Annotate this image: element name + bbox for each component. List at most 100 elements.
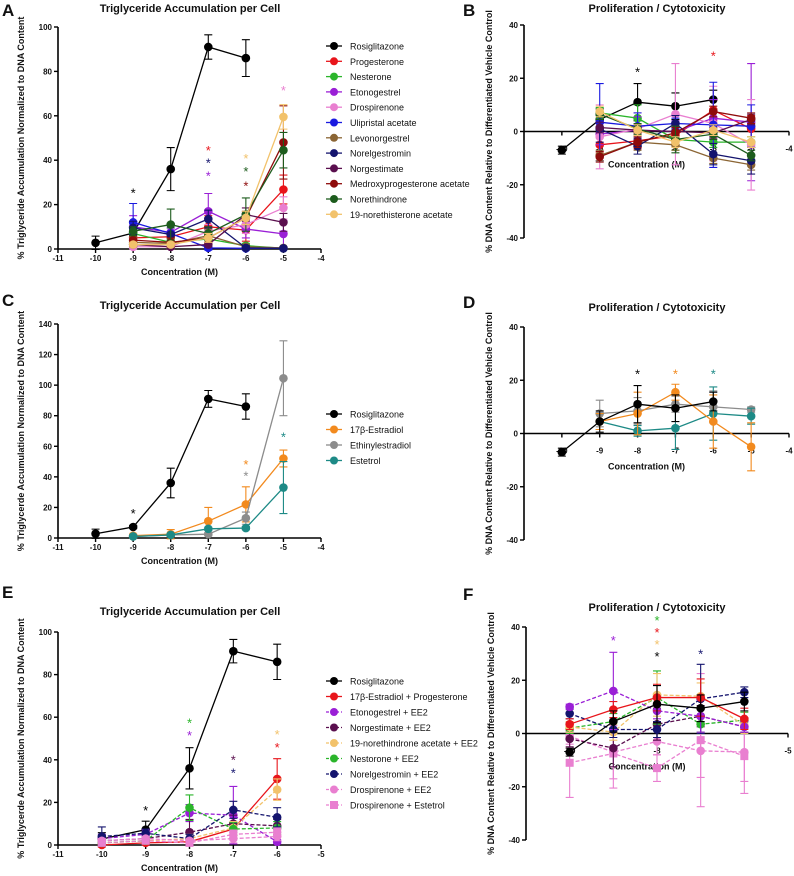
series-line: [101, 823, 278, 842]
legend-label: Drospirenone + EE2: [350, 785, 431, 795]
panel-letter: C: [2, 291, 14, 310]
data-point: [166, 530, 176, 540]
legend-item: 19-norethisterone acetate: [326, 210, 453, 220]
x-tick-label: -5: [280, 254, 288, 263]
significance-asterisk: *: [231, 753, 236, 768]
panel-letter: E: [2, 583, 13, 602]
significance-asterisk: *: [281, 430, 286, 445]
legend-item: Norelgestromin: [326, 149, 411, 159]
panel-b: B Proliferation / Cytotoxicity -40 -20 0 20 40…: [463, 1, 793, 253]
legend-item: Rosiglitazone: [326, 677, 404, 687]
y-tick-label: -40: [506, 234, 518, 243]
legend-marker: [330, 441, 338, 449]
x-tick-label: -4: [785, 145, 793, 154]
data-point: [241, 500, 251, 509]
data-point: [241, 402, 251, 411]
data-point: [652, 699, 662, 709]
y-tick-label: 20: [43, 503, 52, 512]
x-axis-label: Concentration (M): [609, 762, 686, 772]
data-point: [746, 151, 756, 160]
y-tick-label: 60: [43, 713, 52, 722]
chart-title: Proliferation / Cytotoxicity: [589, 302, 727, 314]
significance-asterisk: *: [243, 469, 248, 484]
significance-asterisk: *: [243, 164, 248, 179]
legend-label: Estetrol: [350, 456, 381, 466]
data-point: [708, 149, 718, 159]
y-tick-label: 40: [43, 156, 52, 165]
y-tick-label: -40: [506, 536, 518, 545]
y-tick-label: -40: [508, 836, 520, 845]
legend-item: 17β-Estradiol + Progesterone: [326, 692, 468, 702]
data-point: [746, 442, 756, 452]
legend-marker: [330, 133, 338, 142]
data-point: [273, 828, 282, 837]
y-tick-label: 40: [509, 323, 518, 332]
significance-asterisk: *: [611, 633, 616, 648]
x-tick-label: -9: [596, 447, 604, 456]
y-tick-label: 0: [48, 841, 53, 850]
legend-label: Ulipristal acetate: [350, 118, 417, 128]
legend-item: Medroxyprogesterone acetate: [326, 179, 470, 189]
legend-marker: [330, 754, 338, 763]
legend-label: Rosiglitazone: [350, 42, 404, 52]
data-point: [229, 646, 238, 656]
significance-asterisk: *: [281, 83, 286, 98]
significance-asterisk: *: [231, 766, 236, 781]
legend-item: Nesterone: [326, 72, 392, 82]
data-point: [671, 109, 680, 119]
x-axis-label: Concentration (M): [608, 462, 685, 472]
legend-item: 17β-Estradiol: [326, 425, 403, 435]
legend-marker: [330, 723, 338, 732]
panel-d: D Proliferation / Cytotoxicity -40 -20 0 20 40…: [463, 293, 793, 555]
series-line: [95, 398, 246, 535]
data-point: [633, 399, 642, 409]
significance-asterisk: *: [243, 457, 248, 472]
legend-label: Norelgestromin: [350, 149, 411, 159]
y-tick-label: -20: [506, 483, 518, 492]
data-point: [279, 145, 288, 155]
legend-marker: [330, 103, 338, 112]
data-point: [609, 717, 618, 726]
x-tick-label: -11: [52, 543, 64, 552]
chart-title: Triglyceride Accumulation per Cell: [100, 3, 281, 15]
legend-item: Norgestimate + EE2: [326, 723, 431, 733]
legend-item: Norelgestromin + EE2: [326, 770, 438, 780]
data-point: [652, 725, 662, 734]
legend-marker: [330, 692, 338, 701]
data-point: [91, 238, 100, 248]
legend-item: 19-norethindrone acetate + EE2: [326, 739, 478, 749]
legend-marker: [330, 770, 338, 778]
legend-item: Norgestimate: [326, 164, 404, 174]
panel-c: C Triglyceride Accumulation per Cell 0 20 40…: [2, 291, 411, 566]
legend-marker: [330, 72, 338, 81]
y-tick-label: 40: [43, 756, 52, 765]
legend-label: Drospirenone: [350, 103, 404, 113]
data-point: [746, 411, 756, 421]
data-point: [279, 373, 288, 383]
significance-asterisk: *: [711, 48, 716, 63]
significance-asterisk: *: [131, 506, 136, 521]
y-tick-label: 80: [43, 671, 52, 680]
legend-item: Levonorgestrel: [326, 133, 410, 143]
data-point: [203, 524, 213, 534]
significance-asterisk: *: [654, 613, 659, 628]
x-tick-label: -5: [784, 747, 792, 756]
x-tick-label: -6: [274, 850, 282, 859]
data-point: [279, 454, 288, 463]
significance-asterisk: *: [635, 366, 640, 381]
significance-asterisk: *: [698, 646, 703, 661]
x-tick-label: -7: [672, 447, 680, 456]
x-tick-label: -6: [710, 447, 718, 456]
x-tick-label: -9: [130, 543, 138, 552]
legend-marker: [330, 210, 338, 219]
series-line: [569, 690, 745, 728]
legend-item: Etonogestrel + EE2: [326, 708, 428, 718]
data-point: [166, 478, 176, 488]
data-point: [671, 423, 680, 433]
chart-title: Triglyceride Accumulation per Cell: [100, 606, 281, 618]
series-drospirenone-estetrol: [97, 827, 282, 847]
data-point: [203, 42, 213, 52]
y-tick-label: 40: [509, 21, 518, 30]
data-point: [565, 747, 574, 757]
data-point: [565, 709, 574, 718]
